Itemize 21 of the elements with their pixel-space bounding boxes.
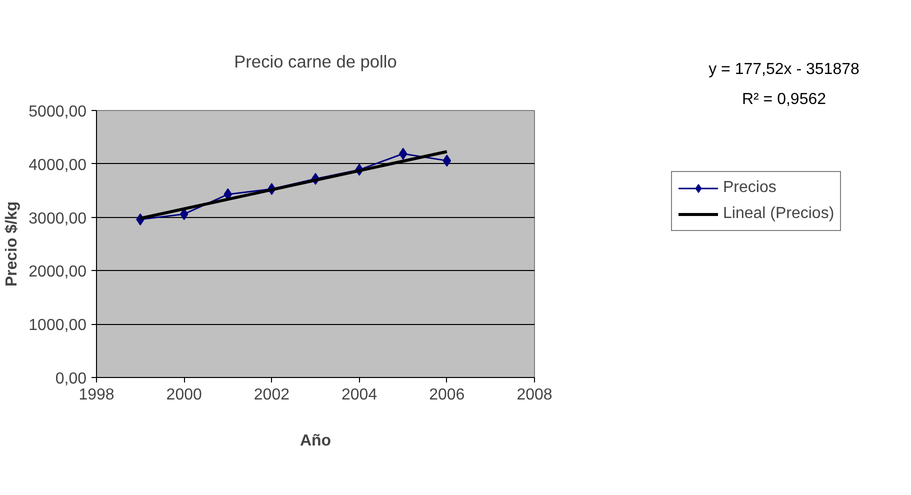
y-tick-label: 0,00 (55, 370, 87, 388)
y-tick-label: 3000,00 (28, 210, 87, 228)
x-tick-label: 2008 (516, 386, 552, 404)
x-tick-label: 2000 (166, 386, 202, 404)
y-tick-label: 1000,00 (28, 317, 87, 334)
legend-label: Lineal (Precios) (723, 205, 834, 223)
x-tick-label: 2002 (254, 386, 290, 404)
text: y = 177,52x - 351878 (708, 61, 860, 78)
y-axis-title: Precio $/kg (4, 201, 21, 287)
text: R² = 0,9562 (742, 91, 826, 108)
y-tick-label: 4000,00 (28, 156, 87, 174)
legend-label: Precios (723, 179, 776, 197)
y-tick-label: 2000,00 (28, 264, 87, 281)
x-tick-label: 1998 (78, 386, 114, 404)
point (442, 154, 452, 167)
chart-title: Precio carne de pollo (234, 52, 397, 72)
x-tick-label: 2006 (429, 386, 465, 404)
y-tick-label: 5000,00 (28, 104, 87, 120)
point (398, 148, 408, 160)
x-tick-label: 2004 (342, 386, 378, 404)
x-axis-title: Año (300, 432, 332, 450)
